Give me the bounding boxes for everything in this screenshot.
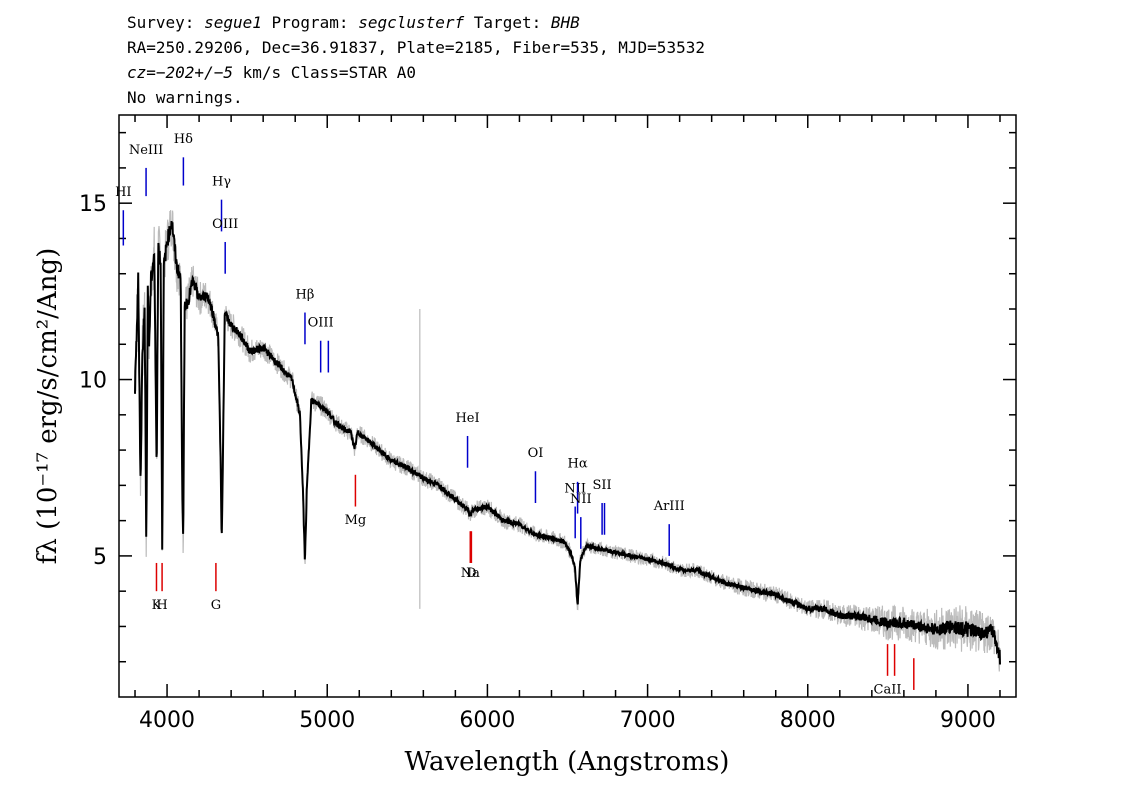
emission-line-label: OIII <box>308 316 334 331</box>
y-axis-label: fλ (10⁻¹⁷ erg/s/cm²/Ang) <box>33 248 63 564</box>
emission-line-label: Hδ <box>174 132 193 147</box>
x-tick-label: 5000 <box>299 708 355 733</box>
header-line-4: No warnings. <box>127 88 243 107</box>
emission-line-label: OIII <box>212 217 238 232</box>
absorption-line-label: Mg <box>345 513 367 528</box>
x-tick-label: 4000 <box>139 708 195 733</box>
plot-frame <box>118 114 1017 698</box>
y-tick-label: 15 <box>79 192 107 217</box>
absorption-line-label: H <box>156 598 167 613</box>
emission-line-label: Hβ <box>296 287 315 302</box>
y-tick-label: 10 <box>79 369 107 394</box>
header-line-1: Survey: segue1 Program: segclusterf Targ… <box>127 13 580 32</box>
x-axis-label: Wavelength (Angstroms) <box>405 747 730 777</box>
emission-line-label: NII <box>564 481 586 496</box>
header-line-2: RA=250.29206, Dec=36.91837, Plate=2185, … <box>127 38 705 57</box>
flux-series <box>134 220 1001 665</box>
absorption-line-label: D <box>466 566 476 581</box>
error-series <box>134 210 1001 672</box>
x-tick-label: 8000 <box>780 708 836 733</box>
axis-ticks <box>119 115 1016 697</box>
emission-line-label: SII <box>593 478 612 493</box>
y-tick-labels: 5 10 15 <box>79 192 107 570</box>
absorption-line-label: CaII <box>874 682 902 697</box>
x-tick-label: 9000 <box>940 708 996 733</box>
absorption-line-label: Na <box>461 566 480 581</box>
x-tick-label: 6000 <box>459 708 515 733</box>
header-block: Survey: segue1 Program: segclusterf Targ… <box>127 13 705 107</box>
x-tick-label: 7000 <box>620 708 676 733</box>
emission-line-label: ArIII <box>653 499 685 514</box>
header-line-3: cz=−202+/−5 km/s Class=STAR A0 <box>127 63 416 82</box>
emission-line-label: Hα <box>568 457 588 472</box>
emission-line-label: Hγ <box>212 175 231 190</box>
absorption-line-label: G <box>211 598 221 613</box>
emission-line-label: HI <box>115 185 131 200</box>
y-tick-label: 5 <box>93 545 107 570</box>
emission-line-label: NeIII <box>129 143 163 158</box>
absorption-line-label: K <box>152 598 162 613</box>
emission-line-label: NII <box>570 492 592 507</box>
spectral-line-markers: HINeIIIHδHγOIIIHβOIIIHeIOINIIHαNIISIIArI… <box>115 132 915 697</box>
flux-layer <box>134 220 1001 665</box>
emission-line-label: OI <box>528 446 544 461</box>
emission-line-label: HeI <box>455 411 479 426</box>
x-tick-labels: 4000 5000 6000 7000 8000 9000 <box>139 708 996 733</box>
error-band <box>134 210 1001 672</box>
